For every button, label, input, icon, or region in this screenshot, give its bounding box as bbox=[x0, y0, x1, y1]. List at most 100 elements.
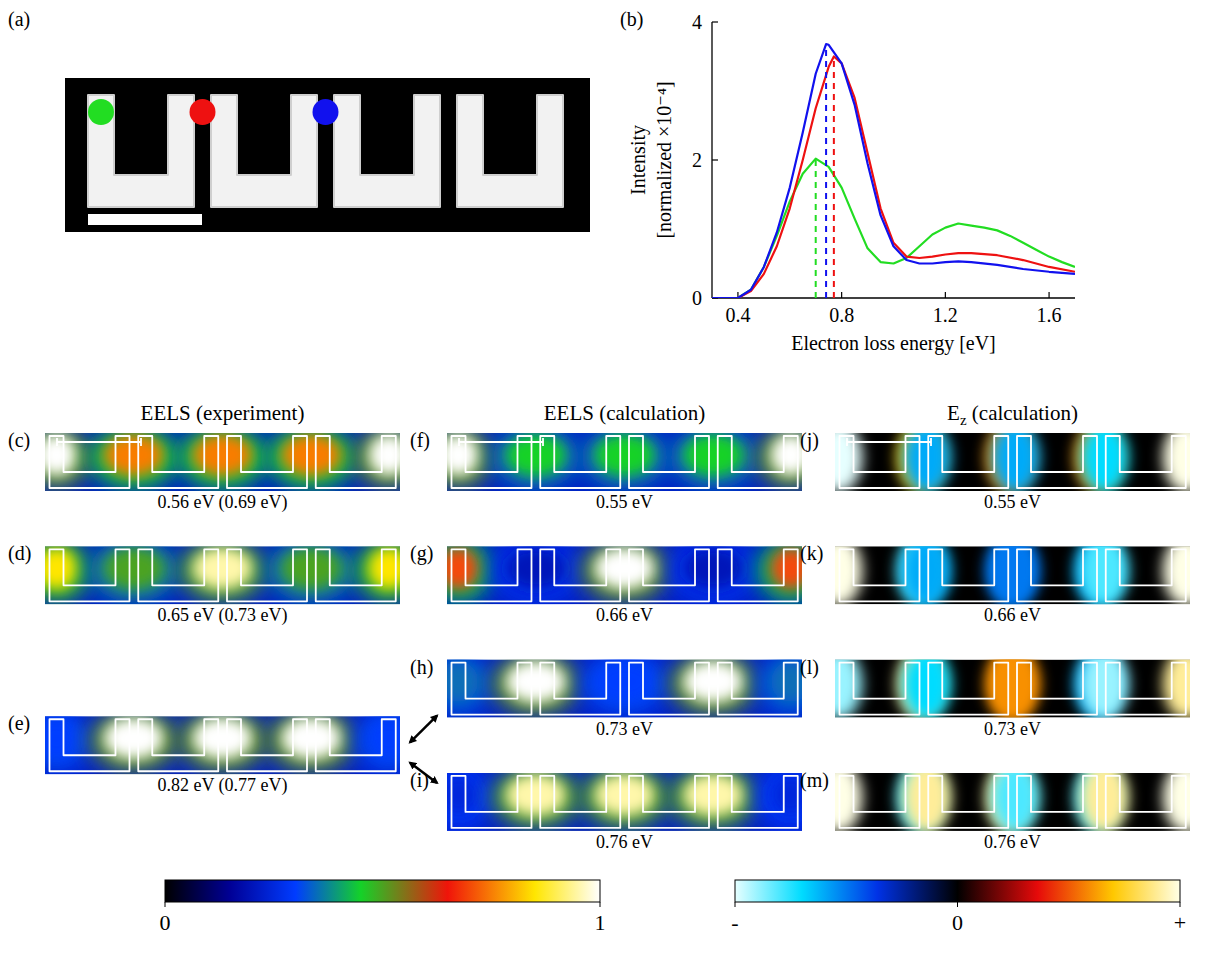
map-panel bbox=[815, 761, 1211, 833]
map-caption: 0.66 eV bbox=[984, 605, 1041, 625]
y-tick-label: 4 bbox=[692, 11, 702, 33]
nanostructure-outline bbox=[928, 776, 1008, 828]
colorbar-tick bbox=[165, 902, 166, 907]
nanostructure-outline bbox=[718, 436, 798, 488]
colorbar-tick-label: 0 bbox=[160, 910, 171, 935]
nanostructure-outline bbox=[452, 549, 532, 601]
panel-letter: (h) bbox=[410, 656, 433, 679]
nanostructure bbox=[211, 95, 317, 207]
colorbar-tick bbox=[1180, 902, 1181, 907]
map-content bbox=[835, 433, 1190, 491]
colorbar-tick-label: - bbox=[731, 910, 738, 935]
map-halo bbox=[492, 773, 580, 829]
nanostructure-outline bbox=[928, 549, 1008, 601]
field-lobe bbox=[992, 433, 1040, 491]
map-hotspot bbox=[683, 434, 743, 476]
nanostructure-outline bbox=[227, 436, 307, 488]
scale-bar bbox=[847, 438, 931, 446]
map-content bbox=[45, 546, 400, 604]
map-halo bbox=[669, 660, 757, 716]
map-content bbox=[447, 660, 802, 718]
nanostructure-outline bbox=[1017, 436, 1097, 488]
map-halo bbox=[581, 660, 669, 716]
x-axis bbox=[712, 297, 1075, 298]
map-caption: 0.76 eV bbox=[984, 832, 1041, 852]
map-halo bbox=[179, 546, 267, 602]
map-halo bbox=[669, 773, 757, 829]
nanostructure-outline bbox=[718, 776, 798, 828]
column-title: EELS (experiment) bbox=[141, 401, 305, 425]
map-content bbox=[45, 716, 400, 774]
map-caption: 0.76 eV bbox=[596, 832, 653, 852]
arrow bbox=[410, 716, 437, 743]
nanostructure-outline bbox=[1017, 776, 1097, 828]
field-lobe bbox=[903, 773, 951, 831]
map-content bbox=[45, 433, 400, 491]
nanostructure-outline bbox=[452, 776, 532, 828]
panel-letter: (l) bbox=[800, 656, 819, 679]
map-halo bbox=[447, 660, 493, 716]
map-caption: 0.56 eV (0.69 eV) bbox=[157, 492, 287, 513]
nanostructure-outline bbox=[540, 549, 620, 601]
column-title-part: E bbox=[947, 401, 960, 425]
map-hotspot bbox=[683, 547, 743, 589]
nanostructure-outline bbox=[50, 549, 130, 601]
nanostructure bbox=[334, 95, 440, 207]
nanostructure-outline bbox=[138, 719, 218, 771]
panel-letter: (i) bbox=[410, 769, 429, 792]
nanostructure-outline bbox=[840, 776, 920, 828]
map-halo bbox=[669, 546, 757, 602]
map-panel bbox=[425, 425, 825, 491]
map-panel bbox=[23, 539, 423, 605]
map-panel bbox=[425, 765, 825, 831]
figure: (a)(b)0.40.81.21.6024Electron loss energ… bbox=[0, 0, 1221, 967]
nanostructure-outline bbox=[629, 436, 709, 488]
map-halo bbox=[45, 716, 91, 772]
map-halo bbox=[669, 433, 757, 489]
map-content bbox=[835, 660, 1190, 718]
nanostructure-outline bbox=[227, 549, 307, 601]
map-caption: 0.55 eV bbox=[984, 492, 1041, 512]
nanostructure-outline bbox=[1017, 549, 1097, 601]
y-axis-title: Intensity bbox=[627, 125, 650, 195]
field-lobe bbox=[1081, 546, 1129, 604]
map-halo bbox=[757, 660, 802, 716]
y-tick-label: 0 bbox=[692, 287, 702, 309]
x-tick bbox=[841, 292, 842, 298]
line-chart: 0.40.81.21.6024Electron loss energy [eV]… bbox=[627, 11, 1075, 355]
panel-letter: (k) bbox=[800, 542, 823, 565]
field-lobe bbox=[903, 546, 951, 604]
nanostructure-outline bbox=[1106, 549, 1186, 601]
peak-marker bbox=[815, 159, 817, 298]
map-hotspot bbox=[506, 547, 566, 589]
map-content bbox=[835, 773, 1190, 831]
panel-letter: (j) bbox=[800, 429, 819, 452]
nanostructure-outline bbox=[1106, 663, 1186, 715]
map-halo bbox=[355, 546, 400, 602]
map-halo bbox=[355, 433, 400, 489]
map-halo bbox=[581, 433, 669, 489]
y-tick bbox=[712, 21, 718, 22]
nanostructure-outline bbox=[629, 776, 709, 828]
nanostructure-outline bbox=[50, 436, 130, 488]
probe-position bbox=[190, 99, 216, 125]
scale-bar bbox=[88, 214, 202, 225]
map-halo bbox=[267, 433, 355, 489]
nanostructure-outline bbox=[227, 719, 307, 771]
map-halo bbox=[355, 716, 400, 772]
map-halo bbox=[90, 716, 178, 772]
map-panel bbox=[425, 539, 825, 605]
map-hotspot bbox=[506, 434, 566, 476]
nanostructure-outline bbox=[629, 663, 709, 715]
series-line bbox=[712, 44, 1075, 298]
nanostructure-outline bbox=[1106, 436, 1186, 488]
column-title: EELS (calculation) bbox=[544, 401, 706, 425]
map-hotspot bbox=[281, 434, 341, 476]
panel-letter: (f) bbox=[410, 429, 430, 452]
map-hotspot bbox=[595, 661, 655, 703]
map-caption: 0.82 eV (0.77 eV) bbox=[157, 775, 287, 796]
map-hotspot bbox=[281, 717, 341, 759]
peak-marker bbox=[833, 57, 835, 299]
map-halo bbox=[492, 546, 580, 602]
field-lobe bbox=[992, 546, 1040, 604]
